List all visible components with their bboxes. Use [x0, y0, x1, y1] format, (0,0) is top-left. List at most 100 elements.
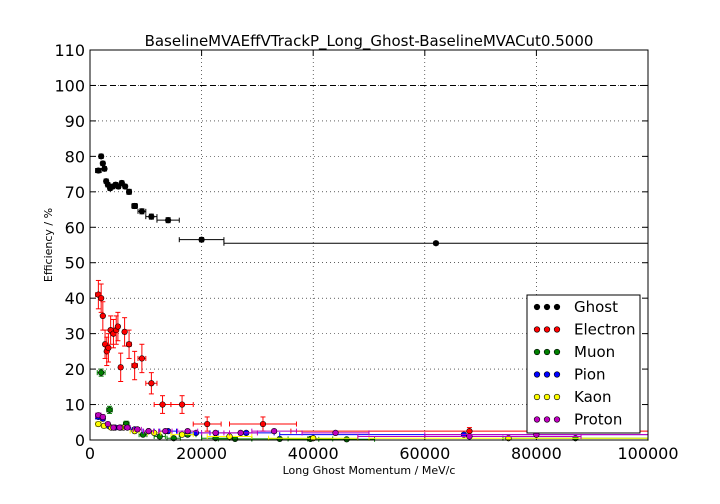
x-tick-label: 20000 — [176, 444, 227, 463]
chart-title: BaselineMVAEffVTrackP_Long_Ghost-Baselin… — [145, 32, 594, 51]
data-point — [125, 188, 133, 195]
x-tick-label: 80000 — [511, 444, 562, 463]
data-point — [138, 208, 145, 215]
legend-label: Proton — [574, 411, 622, 429]
y-tick-label: 110 — [54, 41, 85, 60]
legend-marker — [533, 393, 541, 401]
legend: Ghost Electron Muon Pion Kaon Proton — [526, 294, 641, 434]
data-point — [110, 424, 117, 431]
data-point — [271, 428, 278, 435]
data-point — [95, 420, 102, 428]
legend-marker — [543, 371, 551, 378]
x-tick-label: 40000 — [288, 444, 339, 463]
legend-marker — [553, 393, 561, 401]
data-point — [114, 323, 121, 330]
y-tick-label: 60 — [65, 218, 85, 237]
legend-marker — [543, 326, 551, 333]
data-point — [106, 406, 113, 413]
data-point — [178, 401, 186, 408]
data-point — [165, 217, 172, 224]
legend-marker — [543, 348, 551, 356]
data-point — [98, 369, 105, 376]
legend-label: Pion — [574, 366, 606, 384]
data-point — [432, 240, 440, 247]
data-point — [138, 355, 145, 362]
y-axis-label: Efficiency / % — [42, 208, 55, 282]
y-tick-label: 50 — [65, 254, 85, 273]
legend-label: Muon — [574, 343, 615, 361]
y-tick-label: 0 — [75, 431, 85, 450]
x-tick-label: 0 — [85, 444, 95, 463]
y-tick-label: 70 — [65, 183, 85, 202]
legend-marker — [543, 303, 551, 311]
data-point — [125, 341, 133, 348]
legend-marker — [543, 393, 551, 401]
legend-marker — [533, 348, 541, 356]
legend-marker — [533, 416, 541, 423]
data-point — [95, 167, 102, 174]
y-tick-label: 10 — [65, 396, 85, 415]
data-point — [134, 426, 141, 433]
legend-marker — [553, 416, 561, 423]
data-point — [98, 295, 105, 302]
legend-label: Electron — [574, 321, 636, 339]
legend-marker — [543, 416, 551, 423]
data-point — [212, 429, 219, 437]
legend-label: Ghost — [574, 298, 618, 316]
data-series — [95, 153, 649, 443]
series-proton — [95, 412, 649, 440]
y-tick-label: 20 — [65, 360, 85, 379]
data-point — [162, 428, 169, 435]
data-point — [124, 424, 131, 431]
data-point — [105, 344, 112, 351]
x-tick-label: 100000 — [617, 444, 678, 463]
data-point — [145, 428, 152, 435]
data-point — [156, 433, 163, 440]
data-point — [198, 236, 205, 243]
data-point — [237, 429, 244, 437]
legend-marker — [533, 371, 541, 378]
x-axis-label: Long Ghost Momentum / MeV/c — [283, 464, 456, 477]
data-point — [332, 429, 339, 437]
x-tick-label: 60000 — [399, 444, 450, 463]
data-point — [204, 420, 211, 428]
data-point — [259, 420, 267, 428]
data-point — [121, 328, 128, 335]
plot-frame — [89, 49, 649, 441]
legend-marker — [553, 303, 561, 311]
data-point — [159, 401, 166, 408]
legend-label: Kaon — [574, 388, 611, 406]
data-point — [148, 380, 155, 387]
data-point — [99, 160, 106, 167]
data-point — [99, 312, 106, 320]
data-point — [101, 165, 108, 172]
y-tick-label: 100 — [54, 76, 85, 95]
legend-marker — [533, 303, 541, 311]
data-point — [466, 428, 473, 435]
data-point — [148, 213, 155, 220]
legend-box — [526, 294, 641, 434]
data-point — [104, 420, 111, 428]
legend-marker — [533, 326, 541, 333]
axis-ticks: 0 20000 40000 60000 80000 100000 0 10 20 30 40 50 60… — [54, 41, 678, 463]
y-tick-label: 80 — [65, 147, 85, 166]
y-tick-label: 90 — [65, 112, 85, 131]
legend-marker — [553, 348, 561, 356]
legend-marker — [553, 326, 561, 333]
series-electron — [95, 279, 649, 436]
data-point — [99, 413, 106, 421]
data-point — [116, 424, 123, 431]
data-point — [343, 436, 350, 443]
data-point — [131, 202, 138, 210]
data-point — [98, 153, 105, 160]
data-point — [231, 435, 239, 443]
data-point — [131, 362, 138, 369]
data-point — [184, 428, 191, 435]
series-ghost — [95, 153, 649, 247]
data-point — [178, 431, 186, 438]
y-tick-label: 40 — [65, 289, 85, 308]
legend-marker — [553, 371, 561, 378]
data-point — [117, 364, 124, 371]
y-tick-label: 30 — [65, 325, 85, 344]
